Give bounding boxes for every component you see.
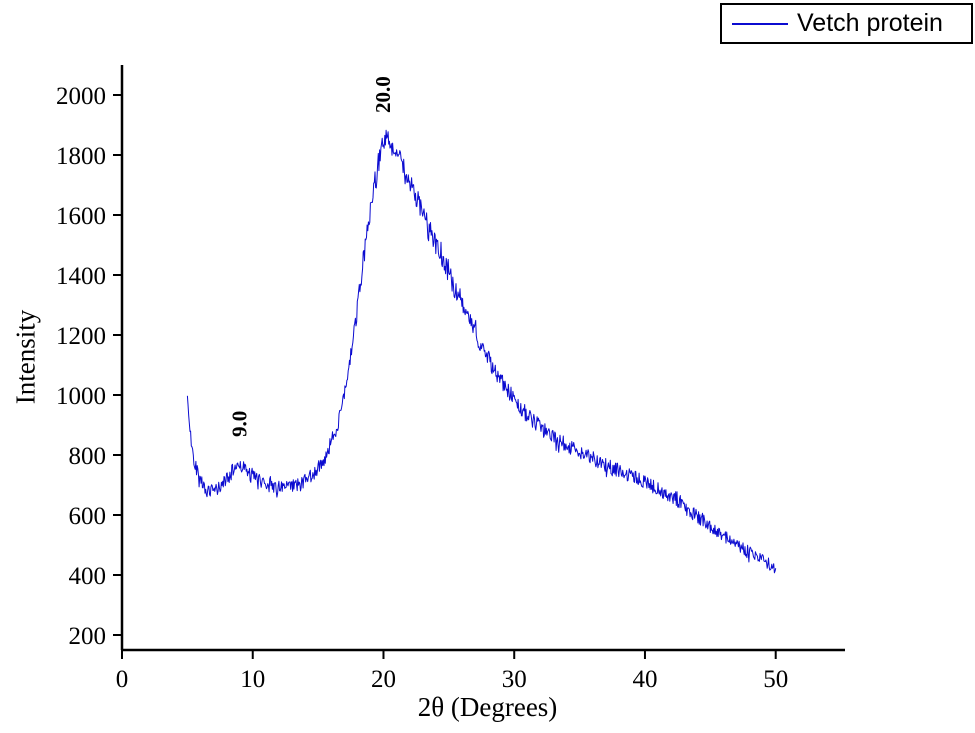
y-tick-label: 1400 (56, 263, 106, 290)
x-tick-label: 50 (763, 666, 788, 693)
y-tick-label: 1800 (56, 143, 106, 170)
y-tick-label: 800 (69, 443, 107, 470)
y-tick-label: 200 (69, 623, 107, 650)
y-tick-label: 600 (69, 503, 107, 530)
y-tick-label: 1000 (56, 383, 106, 410)
y-tick-label: 400 (69, 563, 107, 590)
x-tick-label: 20 (371, 666, 396, 693)
x-axis-label: 2θ (Degrees) (417, 692, 558, 722)
y-axis-label: Intensity (10, 309, 41, 405)
x-tick-label: 40 (632, 666, 657, 693)
y-tick-label: 1600 (56, 203, 106, 230)
peak-annotation: 9.0 (227, 411, 251, 437)
x-tick-label: 10 (240, 666, 265, 693)
xrd-curve (186, 129, 777, 574)
legend-label: Vetch protein (797, 9, 943, 37)
legend-line-sample-icon (732, 22, 788, 25)
y-tick-label: 2000 (56, 83, 106, 110)
x-tick-label: 0 (116, 666, 129, 693)
x-tick-label: 30 (502, 666, 527, 693)
legend: Vetch protein (720, 3, 973, 44)
peak-annotation: 20.0 (371, 76, 395, 113)
y-tick-label: 1200 (56, 323, 106, 350)
